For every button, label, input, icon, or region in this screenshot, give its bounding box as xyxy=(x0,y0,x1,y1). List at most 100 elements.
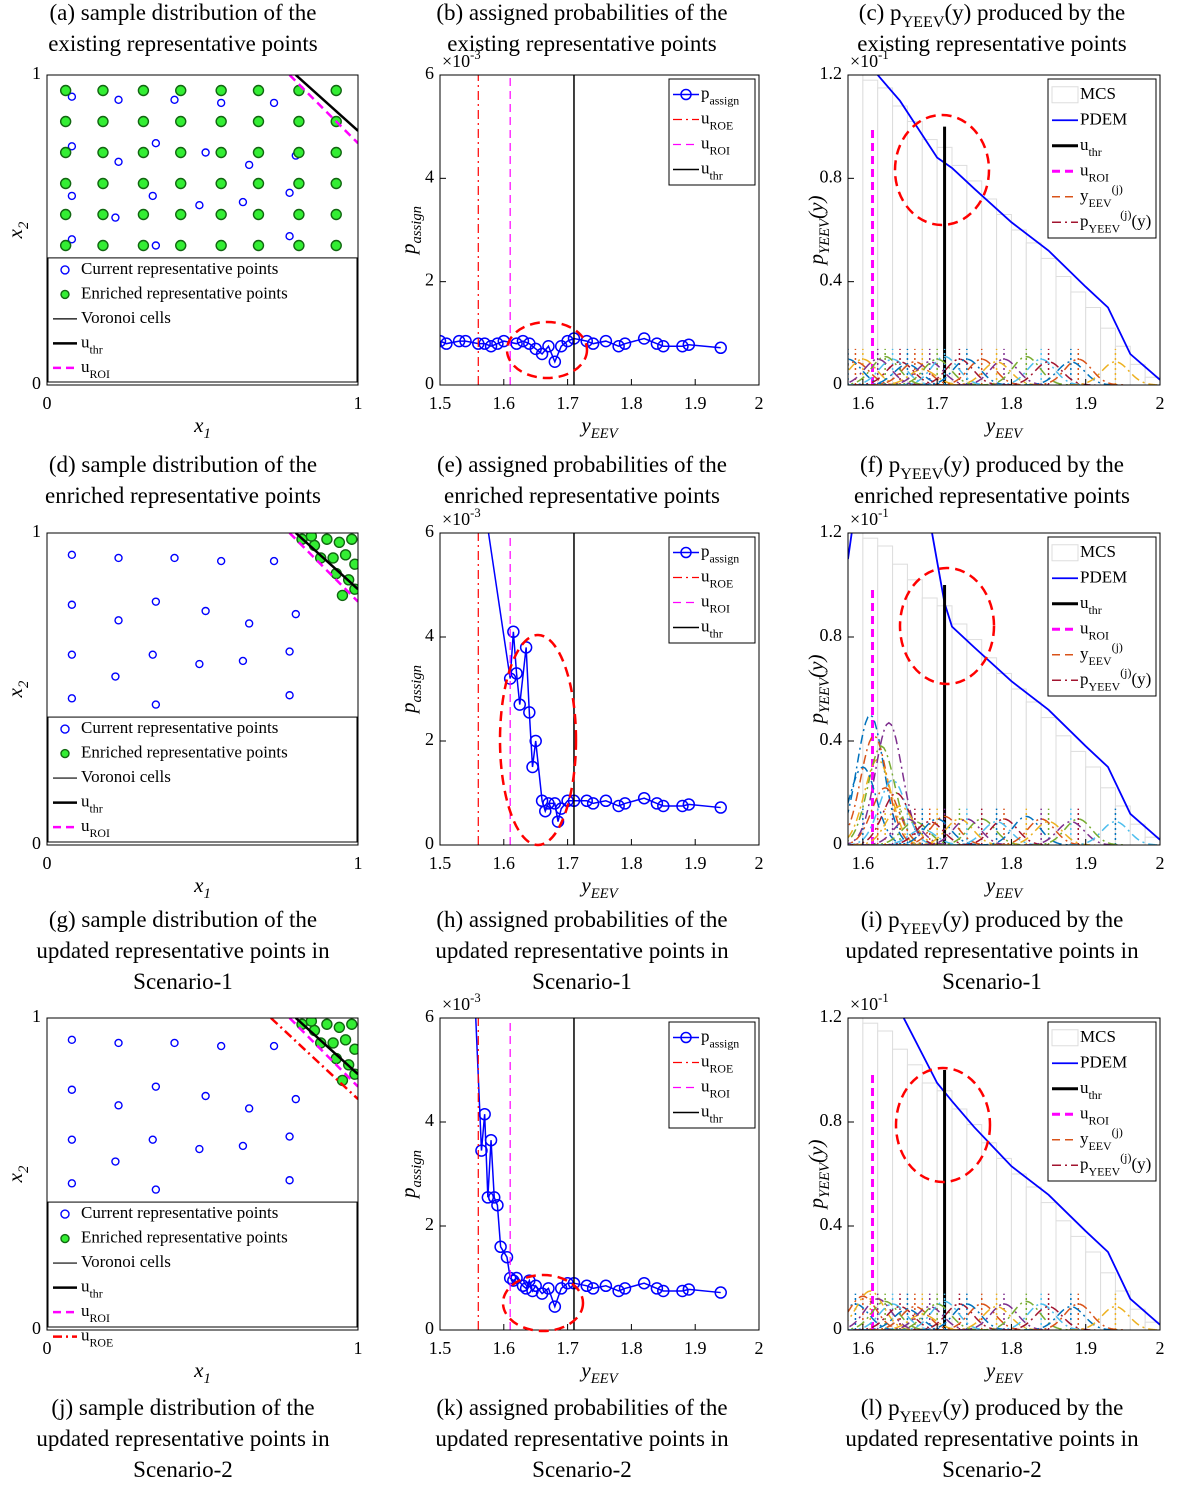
x-tick-label: 1.7 xyxy=(926,1338,949,1358)
point xyxy=(285,647,294,656)
point xyxy=(285,231,294,241)
panel: 0 1 0 1 x1 x2 Current representative points Enr… xyxy=(3,63,363,442)
x-tick-label: 1.8 xyxy=(1000,1338,1023,1358)
hist-bar xyxy=(981,198,998,385)
plot-area xyxy=(848,533,1160,845)
point xyxy=(114,157,123,167)
point xyxy=(175,177,187,190)
x-tick-label: 0 xyxy=(43,1338,52,1358)
plot-area xyxy=(477,533,727,845)
y-tick-label: 2 xyxy=(425,270,434,290)
marker xyxy=(650,1282,664,1295)
point xyxy=(97,84,109,97)
legend-label: uthr xyxy=(1080,1078,1102,1102)
plot-area xyxy=(67,533,358,709)
y-tick-label: 0 xyxy=(32,833,41,853)
y-tick-label: 0 xyxy=(833,373,842,393)
kernel xyxy=(860,1308,955,1330)
x-tick-label: 1.6 xyxy=(493,393,516,413)
x-tick-label: 2 xyxy=(1156,393,1165,413)
kernel xyxy=(957,1303,1051,1330)
point xyxy=(151,138,161,148)
marker xyxy=(618,1282,632,1295)
panel: 0 1 0 1 x1 x2 Current representative points Enr… xyxy=(3,1006,363,1387)
series-line xyxy=(270,1018,358,1101)
point xyxy=(201,1091,210,1101)
legend-label: MCS xyxy=(1080,542,1116,561)
x-tick-label: 1.7 xyxy=(926,393,949,413)
x-tick-label: 1.6 xyxy=(852,853,875,873)
legend-label: uthr xyxy=(81,791,103,815)
series-line xyxy=(294,75,358,132)
point xyxy=(175,84,187,97)
x-tick-label: 1.8 xyxy=(620,393,643,413)
legend-label: uthr xyxy=(1080,135,1102,159)
point xyxy=(346,533,358,545)
y-axis-label: x2 xyxy=(3,680,33,698)
y-tick-label: 0 xyxy=(425,1318,434,1338)
marker xyxy=(714,801,727,814)
y-tick-label: 0 xyxy=(425,373,434,393)
caption: (g) sample distribution of the xyxy=(49,907,317,932)
point xyxy=(111,1157,120,1166)
point xyxy=(114,1038,123,1048)
marker xyxy=(657,799,670,813)
point xyxy=(252,177,265,190)
marker xyxy=(484,340,498,353)
point xyxy=(349,558,358,570)
axes-box xyxy=(46,532,359,846)
y-axis-label: pYEEV(y) xyxy=(804,196,834,267)
legend-marker xyxy=(60,265,70,275)
point xyxy=(305,1018,318,1027)
y-tick-label: 4 xyxy=(425,1110,434,1130)
marker xyxy=(484,1133,498,1147)
point xyxy=(285,188,294,198)
point xyxy=(291,609,300,619)
x-axis-label: yEEV xyxy=(984,1358,1024,1388)
kernel xyxy=(849,792,944,845)
point xyxy=(195,200,204,210)
axes-box xyxy=(439,1017,760,1331)
marker xyxy=(599,1279,613,1293)
hist-bar xyxy=(1085,1251,1102,1330)
kernel xyxy=(860,818,955,845)
point xyxy=(215,208,227,221)
marker xyxy=(478,1107,491,1121)
kernel xyxy=(848,358,895,385)
caption: (f) pYEEV(y) produced by the xyxy=(860,452,1124,483)
marker xyxy=(535,347,549,361)
legend xyxy=(668,78,756,186)
point xyxy=(67,650,77,659)
kernel xyxy=(890,358,984,385)
y-tick-label: 4 xyxy=(425,625,434,645)
kernel xyxy=(848,1303,940,1330)
x-tick-label: 2 xyxy=(755,393,764,413)
point xyxy=(137,115,150,128)
marker xyxy=(542,340,555,353)
y-tick-label: 2 xyxy=(425,729,434,749)
hist-bar xyxy=(1055,735,1072,845)
y-tick-label: 0 xyxy=(833,833,842,853)
point xyxy=(97,177,109,190)
caption: enriched representative points xyxy=(444,483,720,508)
point xyxy=(59,208,72,221)
marker xyxy=(599,794,613,808)
marker xyxy=(478,337,491,350)
point xyxy=(97,239,109,252)
y-tick-label: 0.4 xyxy=(820,270,843,290)
point xyxy=(285,1176,294,1185)
caption: (i) pYEEV(y) produced by the xyxy=(861,907,1124,938)
point xyxy=(137,239,150,252)
y-tick-label: 1 xyxy=(32,63,41,83)
hist-bar xyxy=(1129,363,1146,385)
kernel xyxy=(912,1303,1007,1330)
x-tick-label: 1.6 xyxy=(852,393,875,413)
marker xyxy=(491,337,504,350)
hist-bar xyxy=(951,164,968,385)
point xyxy=(67,1179,77,1188)
legend-label: uthr xyxy=(1080,593,1102,617)
marker xyxy=(561,334,574,348)
kernel xyxy=(912,358,1007,385)
marker xyxy=(676,799,689,813)
hist-bar xyxy=(1025,1186,1042,1330)
